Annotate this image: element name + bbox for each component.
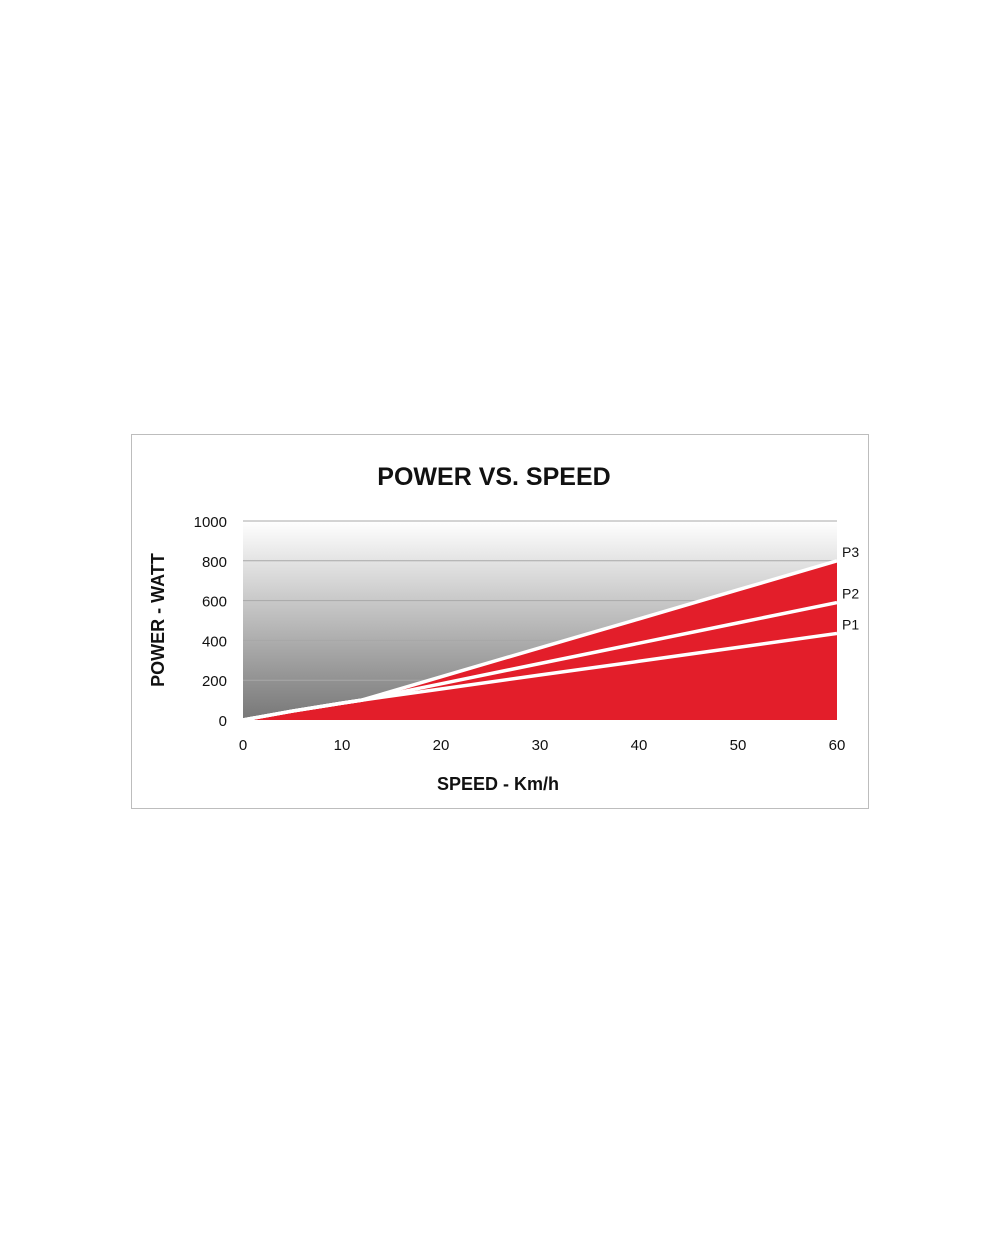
series-label-p3: P3 xyxy=(842,544,859,560)
y-tick-label: 600 xyxy=(202,594,227,611)
area-fill xyxy=(243,560,837,720)
y-tick-label: 400 xyxy=(202,633,227,650)
x-tick-label: 10 xyxy=(334,737,351,754)
series-label-p2: P2 xyxy=(842,586,859,602)
y-axis-label: POWER - WATT xyxy=(148,553,168,687)
x-tick-label: 50 xyxy=(730,737,747,754)
x-tick-label: 0 xyxy=(239,737,247,754)
x-axis-label: SPEED - Km/h xyxy=(437,774,559,794)
chart-title: POWER VS. SPEED xyxy=(377,463,610,491)
chart-frame: POWER VS. SPEED 0 200 400 600 800 1000 0 10 20 30… xyxy=(131,434,869,809)
x-tick-label: 30 xyxy=(532,737,549,754)
series-line-p1 xyxy=(242,631,838,722)
x-tick-label: 20 xyxy=(433,737,450,754)
series-label-p1: P1 xyxy=(842,616,859,632)
y-tick-label: 0 xyxy=(219,713,227,730)
x-tick-label: 60 xyxy=(829,737,846,754)
y-tick-label: 800 xyxy=(202,554,227,571)
y-tick-label: 1000 xyxy=(194,514,227,531)
x-tick-label: 40 xyxy=(631,737,648,754)
y-tick-label: 200 xyxy=(202,673,227,690)
power-vs-speed-chart: POWER VS. SPEED 0 200 400 600 800 1000 0 10 20 30… xyxy=(148,463,859,794)
